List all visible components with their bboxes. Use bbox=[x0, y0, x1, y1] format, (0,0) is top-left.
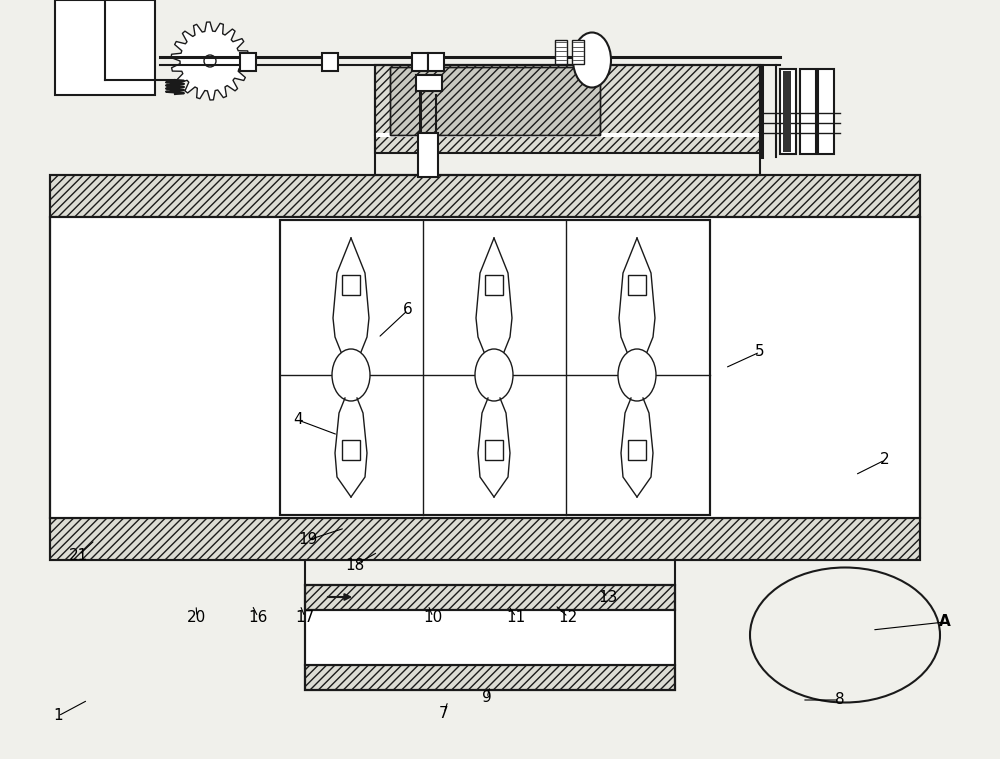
Text: 17: 17 bbox=[295, 609, 315, 625]
Bar bbox=[555, 40, 567, 64]
Bar bbox=[818, 69, 834, 154]
Ellipse shape bbox=[573, 33, 611, 87]
Text: 20: 20 bbox=[187, 609, 207, 625]
Bar bbox=[390, 67, 600, 135]
Text: 16: 16 bbox=[248, 609, 268, 625]
Text: 21: 21 bbox=[69, 547, 89, 562]
Bar bbox=[305, 585, 675, 610]
Bar bbox=[572, 40, 584, 64]
Bar bbox=[305, 585, 675, 690]
Text: A: A bbox=[939, 615, 951, 629]
Text: 1: 1 bbox=[53, 708, 63, 723]
Text: 18: 18 bbox=[345, 558, 365, 572]
Bar bbox=[390, 67, 600, 135]
Bar bbox=[628, 275, 646, 295]
Bar bbox=[55, 0, 155, 95]
Bar bbox=[485, 440, 503, 460]
Text: 4: 4 bbox=[293, 412, 303, 427]
Text: 10: 10 bbox=[423, 609, 443, 625]
Bar bbox=[305, 665, 675, 690]
Ellipse shape bbox=[332, 349, 370, 401]
Text: 11: 11 bbox=[506, 609, 526, 625]
Bar bbox=[428, 53, 444, 71]
Bar bbox=[50, 217, 920, 518]
Text: 5: 5 bbox=[755, 345, 765, 360]
Text: 9: 9 bbox=[482, 691, 492, 706]
Bar bbox=[375, 133, 760, 137]
Text: 2: 2 bbox=[880, 452, 890, 468]
Bar bbox=[412, 53, 428, 71]
Bar bbox=[305, 585, 675, 610]
Bar bbox=[375, 65, 760, 135]
Bar bbox=[418, 133, 438, 177]
Polygon shape bbox=[171, 22, 249, 100]
Bar bbox=[280, 220, 710, 515]
Ellipse shape bbox=[475, 349, 513, 401]
Bar bbox=[783, 71, 791, 152]
Bar bbox=[322, 53, 338, 71]
Bar bbox=[50, 217, 920, 518]
Bar bbox=[240, 53, 256, 71]
Bar bbox=[780, 69, 796, 154]
Bar bbox=[50, 518, 920, 560]
Bar bbox=[305, 610, 675, 665]
Bar bbox=[280, 220, 710, 515]
Bar bbox=[305, 665, 675, 690]
Bar bbox=[50, 175, 920, 560]
Bar bbox=[628, 440, 646, 460]
Bar bbox=[342, 275, 360, 295]
Bar bbox=[485, 275, 503, 295]
Text: 13: 13 bbox=[598, 590, 618, 604]
Bar bbox=[342, 440, 360, 460]
Bar bbox=[375, 135, 760, 153]
Bar bbox=[50, 175, 920, 217]
Bar bbox=[375, 65, 760, 175]
Text: 8: 8 bbox=[835, 692, 845, 707]
Text: 7: 7 bbox=[439, 706, 449, 720]
Text: 19: 19 bbox=[298, 533, 318, 547]
Text: 12: 12 bbox=[558, 609, 578, 625]
Bar bbox=[800, 69, 816, 154]
Bar bbox=[416, 75, 442, 91]
Ellipse shape bbox=[618, 349, 656, 401]
Text: 6: 6 bbox=[403, 303, 413, 317]
